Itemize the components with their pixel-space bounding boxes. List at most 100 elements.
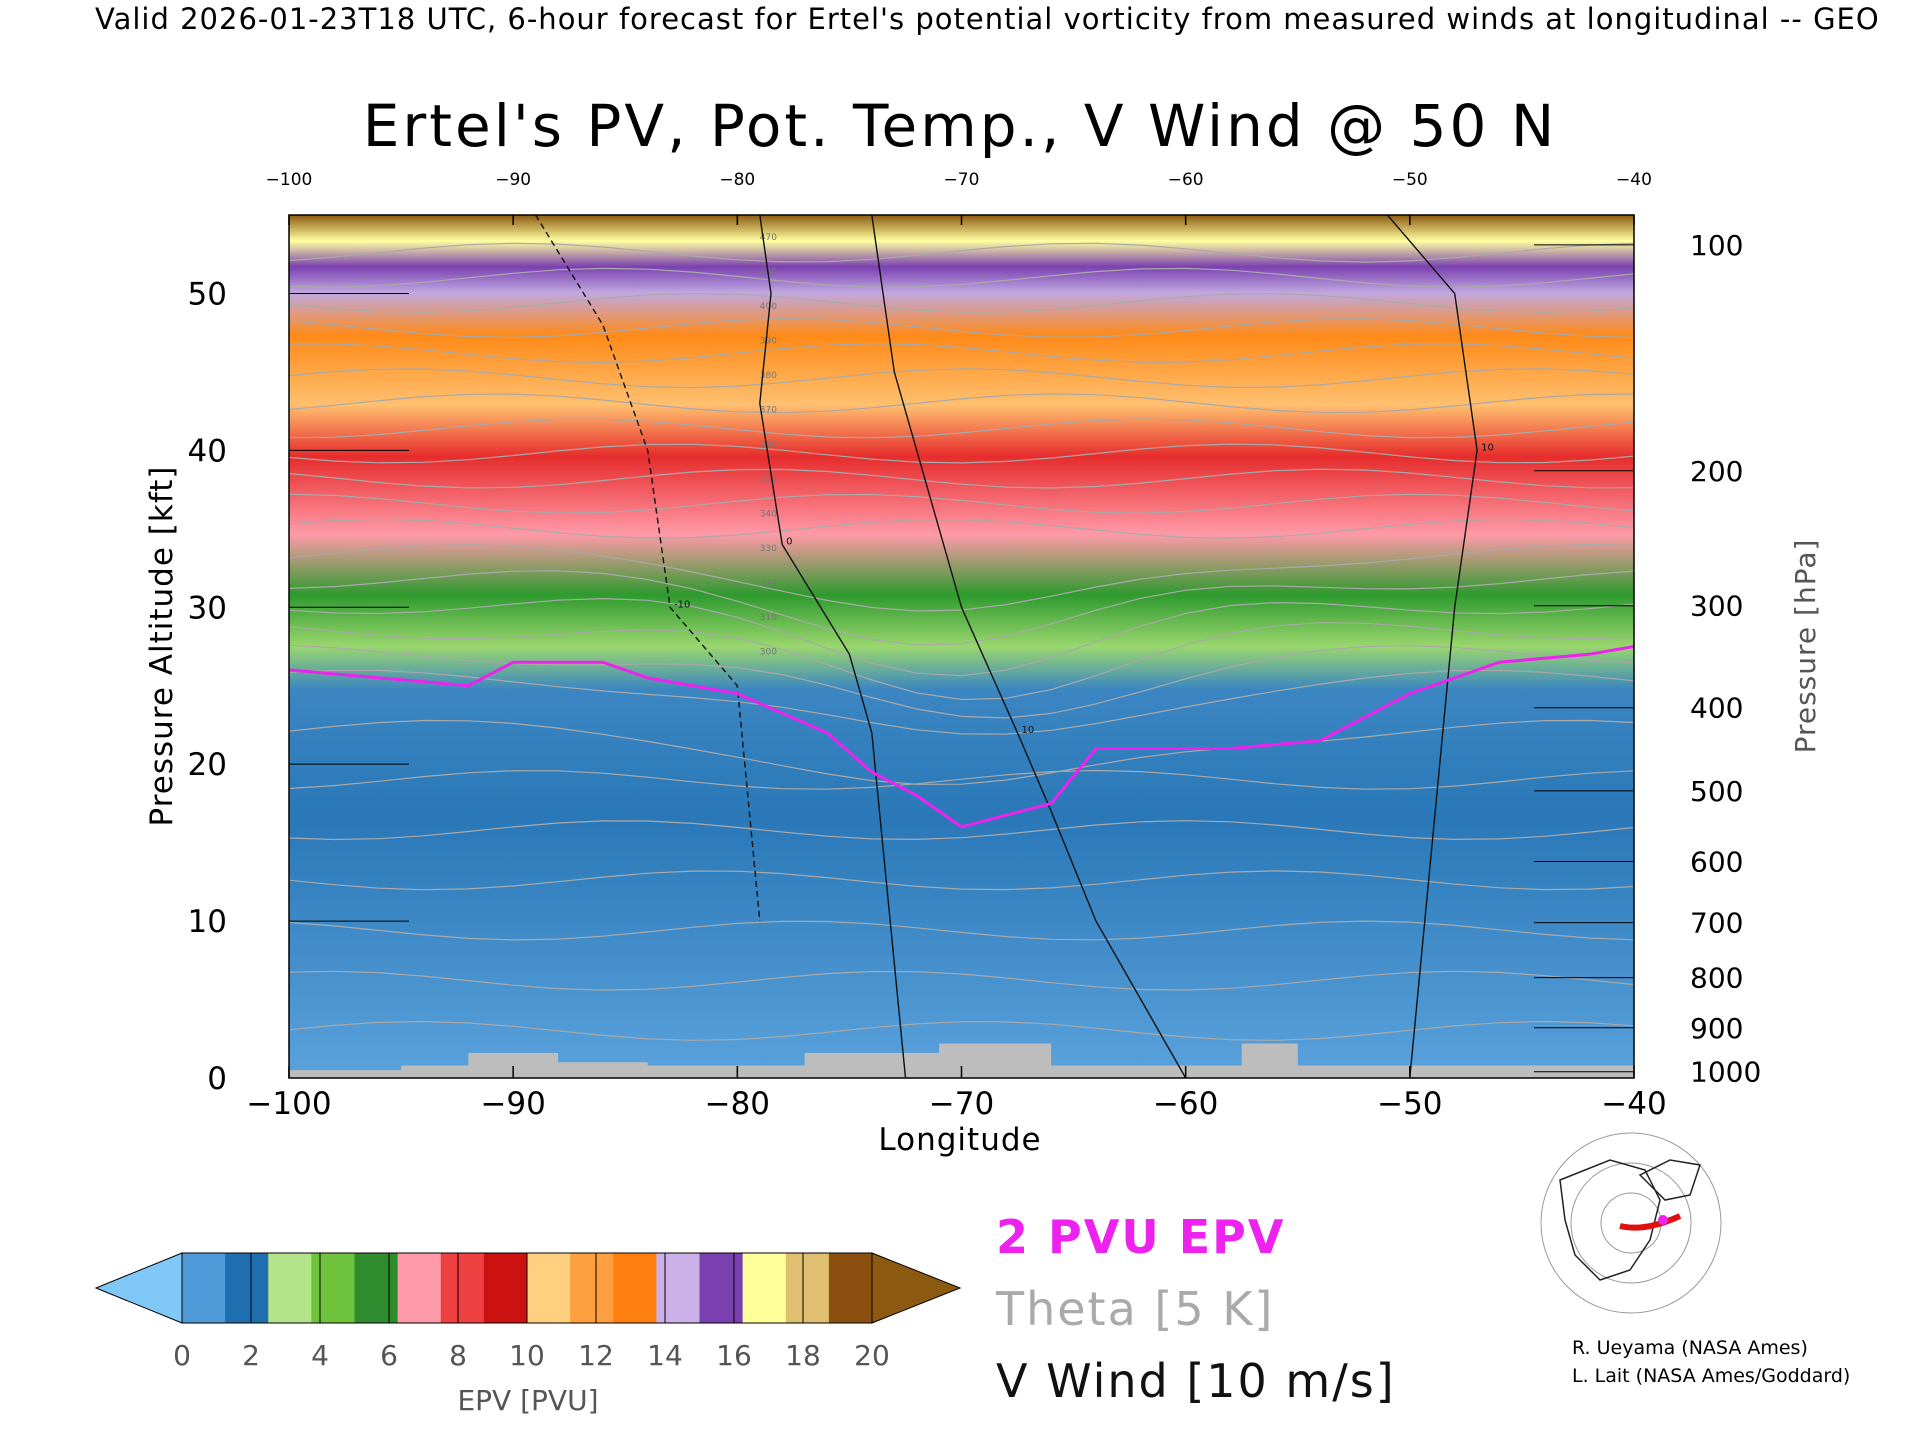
- top-tick-label: −70: [944, 170, 980, 190]
- colorbar-segment: [354, 1253, 399, 1323]
- theta-contour: [289, 970, 1634, 991]
- colorbar-segment: [311, 1253, 355, 1323]
- theta-contour: [289, 242, 1634, 263]
- x-tick-label: −40: [1601, 1086, 1666, 1122]
- theta-contour-label: 350: [760, 475, 777, 485]
- v-wind-contour-label: 10: [1481, 442, 1494, 453]
- theta-contour: [289, 870, 1634, 891]
- colorbar-segment: [785, 1253, 830, 1323]
- theta-contour-label: 380: [760, 371, 777, 381]
- colorbar-segment: [268, 1253, 312, 1323]
- x-tick-label: −100: [246, 1086, 331, 1122]
- theta-contour: [289, 820, 1634, 841]
- theta-contour: [289, 597, 1634, 677]
- theta-contour: [289, 368, 1634, 389]
- v-wind-contours: 0 10 -10 10: [535, 215, 1494, 1078]
- theta-contour-label: 310: [760, 613, 777, 623]
- theta-contour: [289, 769, 1634, 790]
- colorbar-segment: [570, 1253, 614, 1323]
- x-tick-label: −60: [1153, 1086, 1218, 1122]
- y-tick-label: 20: [188, 747, 227, 783]
- colorbar-segment: [699, 1253, 744, 1323]
- theta-contour-label: 470: [760, 233, 777, 243]
- colorbar-tick-label: 0: [173, 1339, 191, 1372]
- theta-contour: [289, 468, 1634, 489]
- theta-contour: [289, 493, 1634, 514]
- top-tick-label: −50: [1392, 170, 1428, 190]
- x-tick-label: −90: [480, 1086, 545, 1122]
- terrain-fill: [289, 1043, 1634, 1078]
- theta-contour: [289, 669, 1634, 735]
- epv-colorbar: 0 2 4 6 8 10 12 14 16 18 20: [94, 1252, 962, 1372]
- theta-contour: [289, 292, 1634, 313]
- colorbar-under-arrow: [94, 1252, 183, 1324]
- theta-contour-label: 330: [760, 544, 777, 554]
- pressure-tick-label: 300: [1690, 590, 1743, 623]
- theta-contour-label: 300: [760, 647, 777, 657]
- colorbar-tick-label: 18: [785, 1339, 821, 1372]
- colorbar-tick-label: 16: [716, 1339, 752, 1372]
- colorbar-segment: [440, 1253, 485, 1323]
- colorbar-segment: [397, 1253, 442, 1323]
- pressure-tick-label: 1000: [1690, 1056, 1761, 1089]
- pressure-tick-label: 900: [1690, 1012, 1743, 1045]
- v-wind-contour: [535, 215, 761, 922]
- colorbar-tick-label: 10: [509, 1339, 545, 1372]
- x-axis: −100 −90 −80 −70 −60 −50 −40: [246, 1066, 1667, 1122]
- theta-contour: [289, 267, 1634, 288]
- theta-contour: [289, 393, 1634, 414]
- colorbar-segment: [613, 1253, 657, 1323]
- theta-contour: [289, 518, 1634, 539]
- globe-grid-outer: [1540, 1132, 1722, 1314]
- y-axis-label: Pressure Altitude [kft]: [144, 466, 180, 827]
- greenland-outline: [1638, 1159, 1701, 1201]
- v-wind-contour: [759, 215, 907, 1078]
- x-tick-label: −80: [705, 1086, 770, 1122]
- x-axis-label: Longitude: [878, 1122, 1041, 1158]
- theta-contour-label: 370: [760, 406, 777, 416]
- top-tick-label: −100: [266, 170, 313, 190]
- colorbar-over-arrow: [871, 1252, 962, 1324]
- top-tick-label: −60: [1168, 170, 1204, 190]
- theta-contour: [289, 719, 1634, 785]
- theta-contour-label: 340: [760, 509, 777, 519]
- valid-time-caption: Valid 2026-01-23T18 UTC, 6-hour forecast…: [95, 2, 1880, 36]
- colorbar-segment: [527, 1253, 571, 1323]
- legend-entry: V Wind [10 m/s]: [996, 1354, 1396, 1408]
- colorbar-tick-label: 2: [242, 1339, 260, 1372]
- colorbar-tick-label: 20: [854, 1339, 890, 1372]
- colorbar-segment: [828, 1253, 873, 1323]
- terrain-mask: [289, 1043, 1634, 1078]
- top-axis: −100 −90 −80 −70 −60 −50 −40: [266, 170, 1652, 225]
- colorbar-segment: [742, 1253, 787, 1323]
- colorbar-tick-label: 12: [578, 1339, 614, 1372]
- colorbar-segment: [182, 1253, 226, 1323]
- locator-map: [1532, 1132, 1730, 1314]
- theta-contour-label: 400: [760, 302, 777, 312]
- theta-contour-label: 390: [760, 337, 777, 347]
- colorbar-tick-label: 14: [647, 1339, 683, 1372]
- pressure-tick-label: 700: [1690, 907, 1743, 940]
- x-tick-label: −50: [1377, 1086, 1442, 1122]
- theta-contour: [289, 418, 1634, 439]
- legend-entry: 2 PVU EPV: [996, 1210, 1285, 1264]
- y-tick-label: 10: [188, 904, 227, 940]
- theta-contour: [289, 1020, 1634, 1041]
- v-wind-contour-label: 0: [786, 537, 792, 548]
- chart-title: Ertel's PV, Pot. Temp., V Wind @ 50 N: [362, 92, 1558, 160]
- colorbar-tick-label: 6: [380, 1339, 398, 1372]
- colorbar-segment: [225, 1253, 269, 1323]
- theta-contour: [289, 622, 1634, 701]
- credit-line-1: R. Ueyama (NASA Ames): [1572, 1337, 1808, 1359]
- continent-outline: [1559, 1159, 1661, 1281]
- theta-contour: [289, 543, 1634, 612]
- pv2-line: [289, 645, 1634, 829]
- colorbar-segment: [656, 1253, 700, 1323]
- x-tick-label: −70: [929, 1086, 994, 1122]
- legend: 2 PVU EPV Theta [5 K] V Wind [10 m/s]: [995, 1210, 1396, 1408]
- pressure-tick-label: 600: [1690, 845, 1743, 878]
- v-wind-contour-label: 10: [1022, 725, 1035, 736]
- theta-contour: [289, 317, 1634, 339]
